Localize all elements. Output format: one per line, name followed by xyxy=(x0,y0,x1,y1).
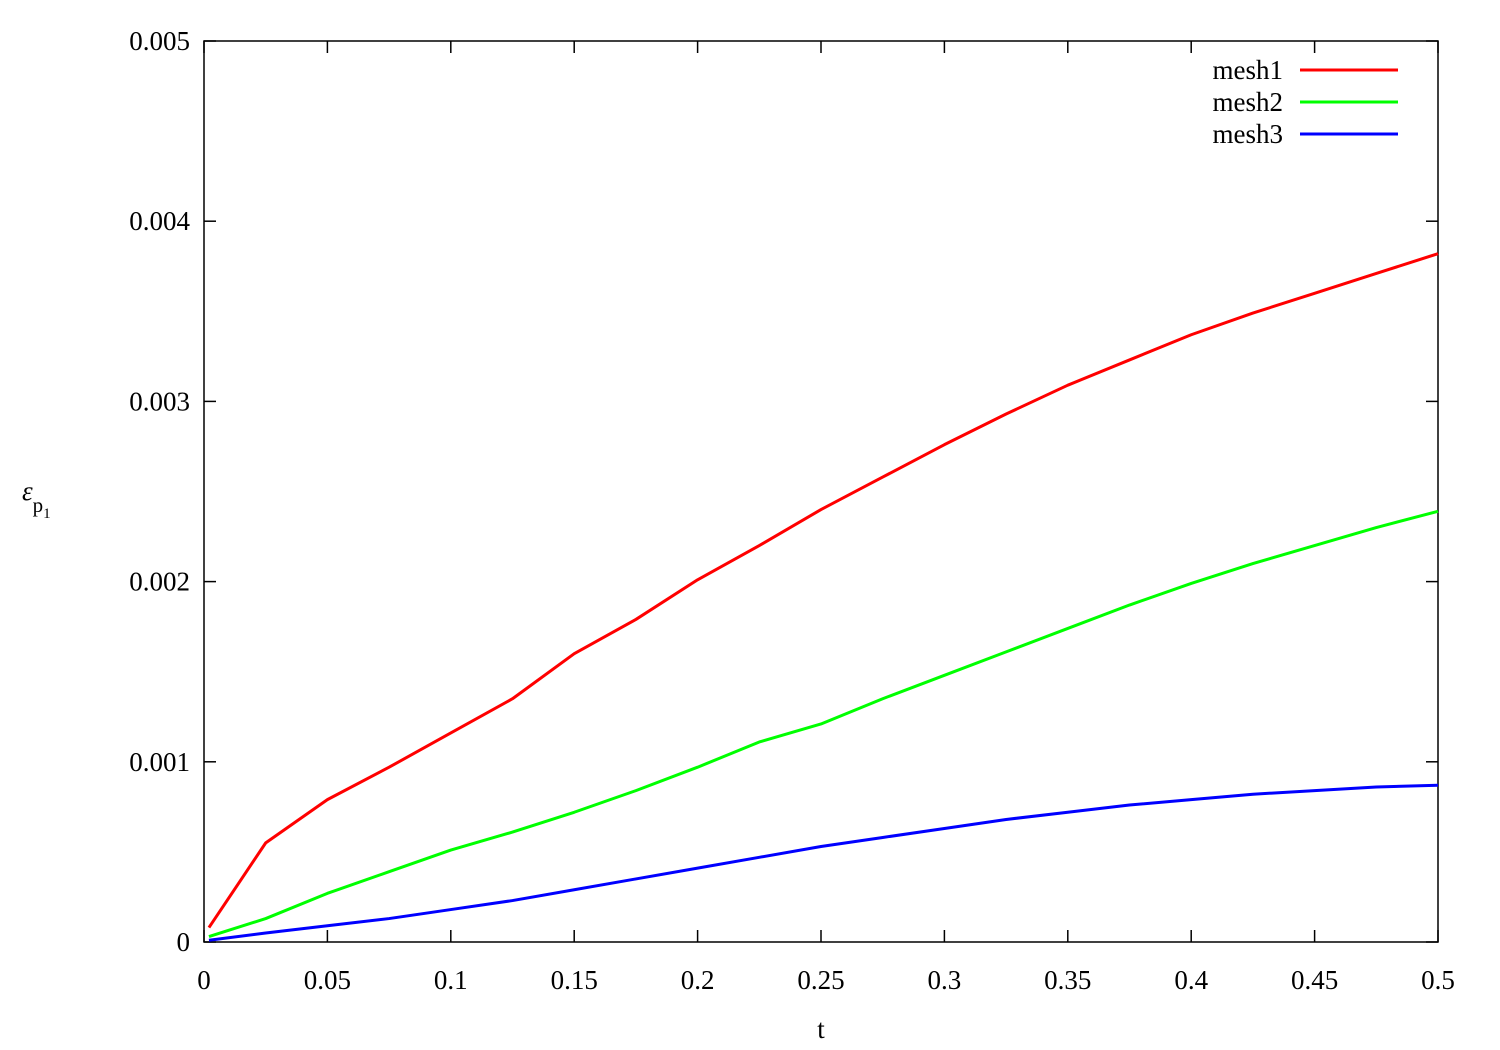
series-line xyxy=(208,783,1439,942)
x-tick-label: 0.1 xyxy=(434,965,468,995)
x-tick-label: 0.25 xyxy=(797,965,844,995)
y-label-base: ε xyxy=(22,476,33,506)
legend-label: mesh1 xyxy=(1213,55,1284,85)
y-tick-label: 0.005 xyxy=(129,26,190,56)
x-tick-label: 0.35 xyxy=(1044,965,1091,995)
x-tick-label: 0.4 xyxy=(1174,965,1208,995)
x-axis-label: t xyxy=(817,1014,825,1044)
x-tick-label: 0.3 xyxy=(928,965,962,995)
series-line xyxy=(208,509,1439,939)
y-tick-label: 0.002 xyxy=(129,567,190,597)
x-tick-label: 0.05 xyxy=(304,965,351,995)
y-tick-label: 0.001 xyxy=(129,747,190,777)
x-tick-label: 0.15 xyxy=(551,965,598,995)
x-tick-label: 0.5 xyxy=(1421,965,1455,995)
y-axis-label: εp1 xyxy=(22,476,51,522)
legend-label: mesh2 xyxy=(1213,87,1284,117)
y-tick-label: 0 xyxy=(177,927,191,957)
x-tick-label: 0.2 xyxy=(681,965,715,995)
y-tick-label: 0.004 xyxy=(129,206,190,236)
legend-label: mesh3 xyxy=(1213,119,1284,149)
series-line xyxy=(207,252,1439,929)
x-tick-label: 0 xyxy=(197,965,211,995)
y-label-sub: p xyxy=(33,493,44,517)
y-tick-label: 0.003 xyxy=(129,386,190,416)
x-tick-label: 0.45 xyxy=(1291,965,1338,995)
y-label-subsub: 1 xyxy=(43,506,51,522)
plot-frame xyxy=(203,40,1439,943)
